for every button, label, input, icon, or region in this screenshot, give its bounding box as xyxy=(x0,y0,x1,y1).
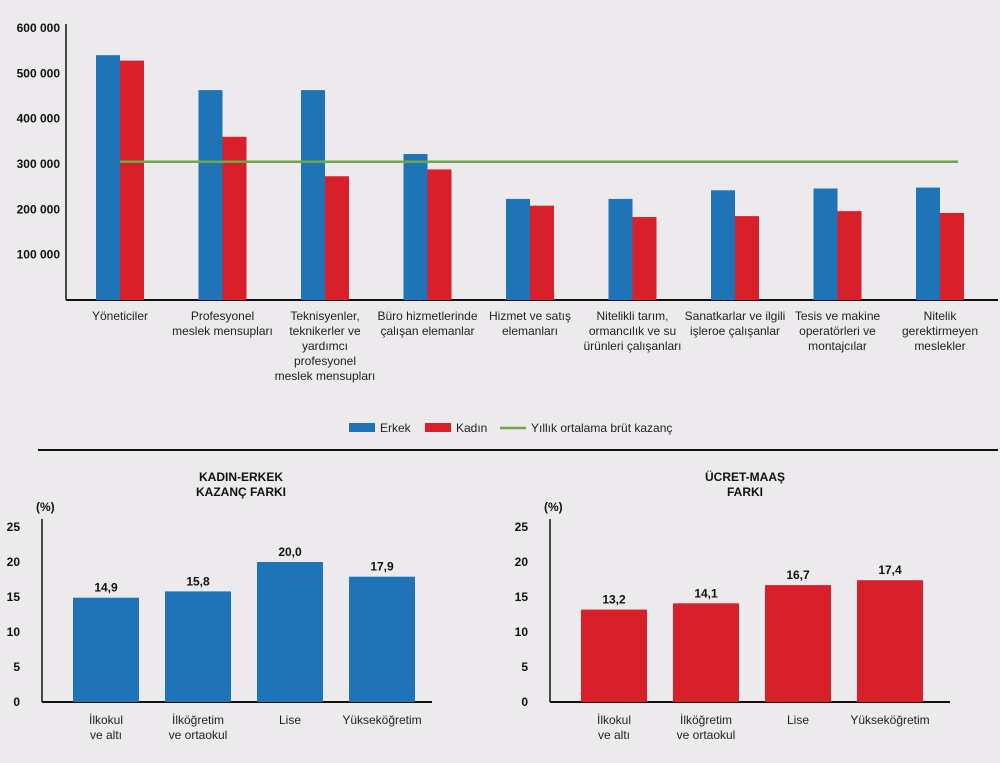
x-category-label: Lise xyxy=(279,713,301,727)
bar xyxy=(673,603,739,702)
chart-title: ÜCRET-MAAŞ FARKI xyxy=(705,469,785,499)
y-tick-label: 100 000 xyxy=(17,248,61,262)
bar-erkek xyxy=(198,90,223,301)
bar-kadin xyxy=(940,212,964,300)
data-label: 13,2 xyxy=(602,593,626,607)
y-tick-label: 200 000 xyxy=(17,202,61,216)
bar-erkek xyxy=(301,90,325,301)
bar xyxy=(349,576,415,702)
bar-erkek xyxy=(96,55,120,301)
data-label: 14,9 xyxy=(94,581,118,595)
chart-title: KADIN-ERKEK KAZANÇ FARKI xyxy=(196,470,286,499)
y-tick-label: 15 xyxy=(515,590,529,604)
data-label: 16,7 xyxy=(786,568,810,582)
bar-kadin xyxy=(120,60,144,300)
x-category-label: İlköğretim ve ortaokul xyxy=(169,713,228,742)
y-tick-label: 0 xyxy=(13,695,20,709)
y-tick-label: 15 xyxy=(7,590,21,604)
bar-erkek xyxy=(813,188,838,300)
legend-erkek-swatch xyxy=(349,423,375,432)
bar-kadin xyxy=(632,217,657,300)
x-category-label: Yükseköğretim xyxy=(850,713,929,727)
x-category-label: İlkokul ve altı xyxy=(597,713,631,742)
x-category-label: Nitelik gerektirmeyen meslekler xyxy=(902,309,978,353)
bar-erkek xyxy=(403,154,428,300)
bar-erkek xyxy=(711,190,735,300)
legend-kadin-label: Kadın xyxy=(456,421,487,435)
legend-erkek-label: Erkek xyxy=(380,421,412,435)
bar-erkek xyxy=(506,198,530,300)
x-category-label: Profesyonel meslek mensupları xyxy=(172,309,273,338)
bar-erkek xyxy=(608,198,633,300)
data-label: 17,9 xyxy=(370,560,394,574)
occupation-earnings-chart: 100 000 200 000 300 000 400 000 500 000 600 0… xyxy=(17,21,998,435)
y-tick-label: 300 000 xyxy=(17,157,61,171)
wage-salary-gap-chart: ÜCRET-MAAŞ FARKI (%) 0 5 10 15 20 25 13,2 İlkokul v… xyxy=(515,469,950,742)
x-category-label: Büro hizmetlerinde çalışan elemanlar xyxy=(377,309,477,338)
gender-pay-gap-chart: KADIN-ERKEK KAZANÇ FARKI (%) 0 5 10 15 20 25 14,9… xyxy=(7,470,432,742)
x-category-label: Yöneticiler xyxy=(92,309,148,323)
y-tick-label: 10 xyxy=(515,625,529,639)
bar-erkek xyxy=(916,187,940,300)
x-category-label: Sanatkarlar ve ilgili işleroe çalışanlar xyxy=(685,309,786,338)
bar-kadin xyxy=(837,211,862,300)
bar xyxy=(73,597,139,702)
y-tick-label: 25 xyxy=(515,520,529,534)
x-category-label: Yükseköğretim xyxy=(342,713,421,727)
x-category-label: İlköğretim ve ortaokul xyxy=(677,713,736,742)
legend-kadin-swatch xyxy=(425,423,451,432)
x-category-label: Teknisyenler, teknikerler ve yardımcı profe… xyxy=(275,309,376,383)
data-label: 17,4 xyxy=(878,563,902,577)
y-tick-label: 600 000 xyxy=(17,21,61,35)
y-tick-label: 0 xyxy=(521,695,528,709)
y-tick-label: 5 xyxy=(13,660,20,674)
y-tick-label: 5 xyxy=(521,660,528,674)
y-tick-label: 20 xyxy=(515,555,529,569)
bar-kadin xyxy=(325,176,349,300)
data-label: 20,0 xyxy=(278,545,302,559)
x-category-label: İlkokul ve altı xyxy=(89,713,123,742)
bar-kadin xyxy=(222,136,247,300)
y-tick-label: 25 xyxy=(7,520,21,534)
y-axis-unit-label: (%) xyxy=(36,500,55,514)
x-category-label: Lise xyxy=(787,713,809,727)
bar-kadin xyxy=(530,205,554,300)
data-label: 15,8 xyxy=(186,574,210,588)
bar xyxy=(165,591,231,702)
bar xyxy=(857,580,923,702)
legend-average-label: Yıllık ortalama brüt kazanç xyxy=(531,421,672,435)
bar-kadin xyxy=(735,216,759,300)
data-label: 14,1 xyxy=(694,586,718,600)
y-axis-unit-label: (%) xyxy=(544,500,563,514)
bar-kadin xyxy=(427,169,452,300)
bar xyxy=(765,585,831,702)
y-tick-label: 500 000 xyxy=(17,66,61,80)
y-tick-label: 10 xyxy=(7,625,21,639)
y-tick-label: 400 000 xyxy=(17,112,61,126)
bar xyxy=(581,609,647,702)
y-tick-label: 20 xyxy=(7,555,21,569)
bar xyxy=(257,562,323,702)
x-category-label: Hizmet ve satış elemanları xyxy=(489,309,571,338)
x-category-label: Nitelikli tarım, ormancılık ve su ürünleri… xyxy=(583,309,681,353)
x-category-label: Tesis ve makine operatörleri ve montajcıla… xyxy=(795,309,881,353)
